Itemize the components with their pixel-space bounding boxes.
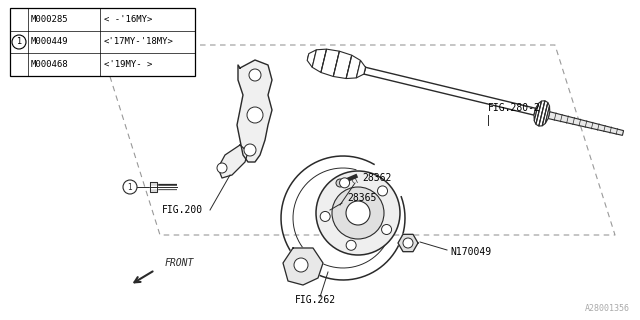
Polygon shape bbox=[312, 49, 326, 72]
Circle shape bbox=[378, 186, 388, 196]
Circle shape bbox=[403, 238, 413, 248]
Polygon shape bbox=[398, 234, 418, 252]
Text: <'19MY- >: <'19MY- > bbox=[104, 60, 152, 69]
Polygon shape bbox=[150, 182, 157, 192]
Polygon shape bbox=[539, 101, 548, 126]
Text: A28001356: A28001356 bbox=[585, 304, 630, 313]
Text: 1: 1 bbox=[127, 182, 132, 191]
Polygon shape bbox=[548, 112, 623, 135]
Text: <'17MY-'18MY>: <'17MY-'18MY> bbox=[104, 37, 174, 46]
Polygon shape bbox=[283, 248, 323, 285]
Circle shape bbox=[320, 212, 330, 221]
Circle shape bbox=[336, 179, 344, 187]
Text: 28362: 28362 bbox=[362, 173, 392, 183]
Text: FRONT: FRONT bbox=[165, 258, 195, 268]
Polygon shape bbox=[346, 55, 360, 78]
Polygon shape bbox=[237, 60, 272, 162]
Text: M000449: M000449 bbox=[31, 37, 68, 46]
Circle shape bbox=[294, 258, 308, 272]
Polygon shape bbox=[542, 102, 550, 126]
Circle shape bbox=[316, 171, 400, 255]
Polygon shape bbox=[308, 56, 365, 75]
Circle shape bbox=[217, 163, 227, 173]
Text: M000468: M000468 bbox=[31, 60, 68, 69]
Text: FIG.262: FIG.262 bbox=[295, 295, 336, 305]
Circle shape bbox=[249, 69, 261, 81]
Polygon shape bbox=[545, 106, 550, 124]
Circle shape bbox=[381, 225, 392, 235]
Text: 1: 1 bbox=[17, 37, 22, 46]
Circle shape bbox=[247, 107, 263, 123]
Polygon shape bbox=[534, 101, 541, 124]
Polygon shape bbox=[307, 50, 316, 67]
Polygon shape bbox=[364, 67, 536, 115]
Text: N170049: N170049 bbox=[450, 247, 491, 257]
Circle shape bbox=[346, 201, 370, 225]
Text: FIG.200: FIG.200 bbox=[162, 205, 203, 215]
Text: < -'16MY>: < -'16MY> bbox=[104, 15, 152, 24]
Circle shape bbox=[332, 187, 384, 239]
Polygon shape bbox=[321, 49, 339, 76]
Text: M000285: M000285 bbox=[31, 15, 68, 24]
Polygon shape bbox=[333, 51, 352, 78]
Polygon shape bbox=[218, 145, 248, 178]
Text: 28365: 28365 bbox=[347, 193, 376, 203]
Bar bbox=[10, 8, 195, 76]
Polygon shape bbox=[534, 103, 538, 121]
Circle shape bbox=[340, 178, 349, 188]
Polygon shape bbox=[356, 60, 365, 78]
Polygon shape bbox=[536, 101, 545, 126]
Circle shape bbox=[346, 240, 356, 250]
Circle shape bbox=[244, 144, 256, 156]
Text: FIG.280-2: FIG.280-2 bbox=[488, 103, 541, 113]
